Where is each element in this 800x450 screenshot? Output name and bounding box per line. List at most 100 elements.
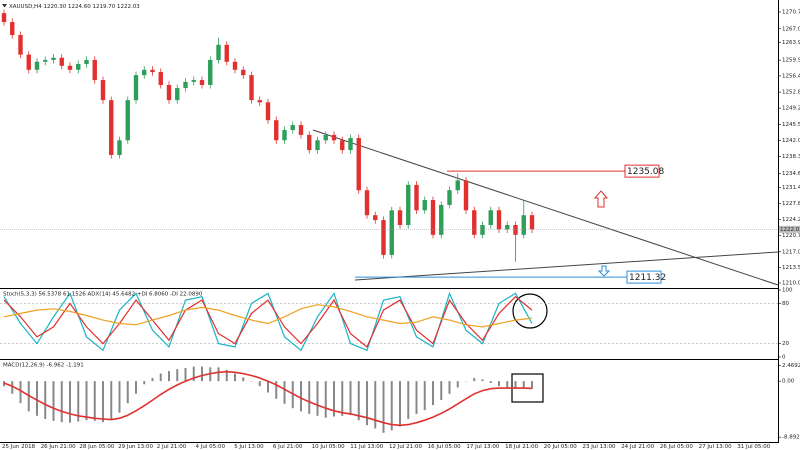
candle-body	[389, 210, 394, 255]
candle-body	[67, 65, 73, 70]
histogram-bar	[77, 381, 80, 422]
candle-body	[249, 75, 254, 101]
histogram-bar	[44, 381, 47, 419]
level-box	[626, 270, 662, 284]
tick-label: 1267.00	[782, 26, 800, 32]
candle-body	[364, 190, 370, 216]
candle-body	[224, 44, 229, 62]
level-box	[624, 164, 660, 178]
tick-label: 1245.52	[782, 122, 800, 128]
up-arrow	[593, 190, 609, 208]
x-tick-label: 28 Jun 05:00	[79, 444, 114, 450]
candle-body	[323, 134, 328, 141]
indicator-line	[3, 291, 533, 352]
histogram-bar	[168, 371, 170, 382]
candle-body	[216, 44, 221, 60]
candle-body	[290, 125, 295, 131]
histogram-bar	[506, 381, 509, 388]
candle-body	[43, 59, 48, 62]
histogram-bar	[481, 379, 484, 382]
histogram-bar	[291, 381, 294, 409]
candle-body	[76, 64, 81, 70]
candle-body	[100, 80, 106, 101]
tick-label: 1220.70	[782, 233, 800, 239]
x-tick-label: 5 Jul 13:00	[234, 444, 264, 450]
tick-label: 1224.20	[782, 217, 800, 223]
candle-body	[529, 215, 535, 230]
candle-body	[191, 80, 196, 82]
tick-label: 1213.50	[782, 265, 800, 271]
trend-line	[354, 251, 779, 281]
x-tick-label: 27 Jul 13:00	[699, 444, 732, 450]
candle-body	[480, 225, 485, 235]
chart-header: XAUUSD,H4 1220.30 1224.60 1219.70 1222.0…	[9, 4, 140, 10]
tick-label: 1217.00	[782, 249, 800, 255]
candle-body	[199, 80, 205, 85]
histogram-bar	[19, 381, 22, 404]
candle-body	[496, 210, 502, 230]
histogram-bar	[217, 367, 220, 382]
candle-body	[521, 215, 526, 235]
candle-body	[183, 81, 188, 89]
histogram-bar	[283, 381, 286, 404]
x-tick-label: 4 Jul 05:00	[196, 444, 226, 450]
histogram-bar	[498, 381, 500, 387]
histogram-bar	[423, 381, 426, 411]
candle-body	[307, 134, 312, 151]
x-tick-label: 26 Jun 21:00	[41, 444, 76, 450]
candle-body	[298, 125, 304, 135]
candle-body	[59, 57, 64, 66]
tick-label: 1234.60	[782, 171, 800, 177]
histogram-bar	[225, 369, 228, 382]
indicator-line	[3, 304, 533, 328]
histogram-bar	[176, 369, 179, 382]
tick-label: 1249.20	[782, 106, 800, 112]
last-price-box	[779, 225, 800, 233]
histogram-bar	[258, 381, 261, 387]
histogram-bar	[448, 381, 451, 394]
candle-body	[447, 190, 452, 205]
x-tick-label: 26 Jul 05:00	[660, 444, 693, 450]
histogram-bar	[531, 381, 533, 389]
indicator-title: Stoch(5,3,3) 56.5378 61.1526 ADX(14) 45.…	[3, 292, 203, 298]
candle-body	[422, 200, 427, 211]
signal-line	[3, 370, 533, 427]
tick-label: 1263.90	[782, 40, 800, 46]
indicator-line	[3, 295, 533, 348]
histogram-bar	[349, 381, 352, 416]
histogram-bar	[93, 381, 96, 421]
x-tick-label: 17 Jul 13:00	[466, 444, 499, 450]
highlight-circle	[512, 293, 548, 329]
tick-label: 1238.32	[782, 154, 800, 160]
candle-body	[208, 59, 213, 85]
x-tick-label: 20 Jul 05:00	[544, 444, 577, 450]
trend-line	[312, 129, 779, 286]
histogram-bar	[69, 381, 71, 423]
candle-body	[166, 84, 172, 101]
histogram-bar	[102, 381, 104, 423]
candle-body	[488, 210, 493, 226]
candle-body	[439, 204, 444, 235]
histogram-bar	[316, 381, 319, 416]
tick-label: 1227.80	[782, 201, 800, 207]
histogram-bar	[333, 381, 335, 417]
candle-body	[175, 88, 180, 101]
candle-body	[1, 13, 7, 23]
menu-arrow[interactable]	[2, 4, 7, 8]
candle-body	[472, 210, 477, 235]
candle-body	[381, 220, 386, 255]
tick-label: -8.892	[782, 435, 800, 441]
symbol: XAUUSD,H4	[9, 4, 42, 10]
candle-body	[463, 180, 469, 211]
histogram-bar	[267, 381, 269, 393]
histogram-bar	[11, 381, 14, 394]
candle-body	[513, 225, 518, 235]
histogram-bar	[118, 381, 121, 413]
candle-body	[26, 54, 31, 70]
histogram-bar	[514, 381, 517, 389]
candle-body	[133, 75, 139, 101]
x-tick-label: 11 Jul 13:00	[350, 444, 383, 450]
tick-label: 0	[782, 355, 786, 361]
histogram-bar	[126, 381, 129, 404]
tick-label: 1259.96	[782, 58, 800, 64]
